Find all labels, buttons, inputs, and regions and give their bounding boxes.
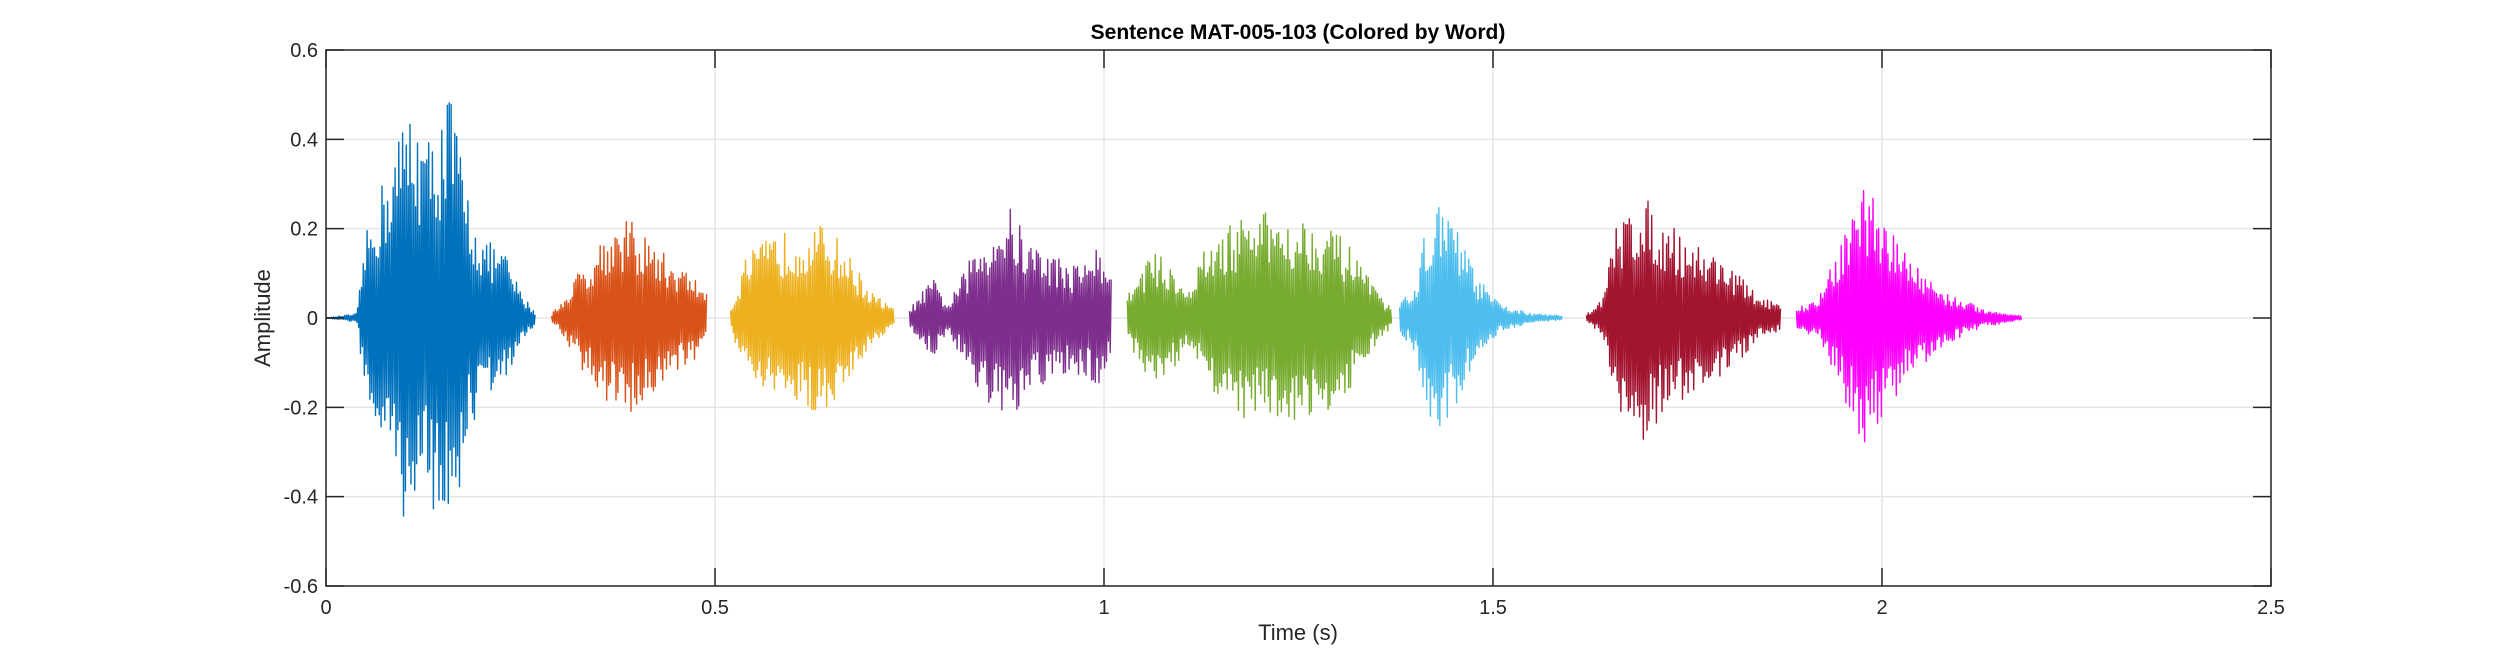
waveform-series-8 <box>1795 190 2023 443</box>
waveform-series-2 <box>550 221 708 412</box>
y-tick-label: -0.6 <box>284 576 318 598</box>
x-axis-ticks: 0 0.5 1 1.5 2 2.5 <box>320 50 2285 619</box>
y-tick-label: -0.4 <box>284 487 318 509</box>
y-tick-label: 0.2 <box>290 219 318 241</box>
x-tick-label: 2 <box>1876 597 1887 619</box>
y-axis-ticks: -0.6 -0.4 -0.2 0 0.2 0.4 0.6 <box>284 40 2271 598</box>
waveform-series-3 <box>729 225 895 411</box>
x-tick-label: 1.5 <box>1479 597 1507 619</box>
waveform-series-1 <box>325 102 536 517</box>
x-tick-label: 0.5 <box>701 597 729 619</box>
y-tick-label: 0.6 <box>290 40 318 62</box>
x-tick-label: 0 <box>320 597 331 619</box>
x-tick-label: 1 <box>1098 597 1109 619</box>
waveform-series-7 <box>1585 200 1782 440</box>
y-tick-label: 0 <box>307 308 318 330</box>
y-tick-label: 0.4 <box>290 129 318 151</box>
y-tick-label: -0.2 <box>284 397 318 419</box>
waveform-series-6 <box>1398 206 1563 427</box>
y-axis-label: Amplitude <box>250 269 275 367</box>
x-tick-label: 2.5 <box>2257 597 2285 619</box>
waveform-series-5 <box>1126 212 1393 420</box>
waveform-series-4 <box>908 208 1112 411</box>
chart-title: Sentence MAT-005-103 (Colored by Word) <box>1091 21 1506 44</box>
x-axis-label: Time (s) <box>1258 620 1338 645</box>
